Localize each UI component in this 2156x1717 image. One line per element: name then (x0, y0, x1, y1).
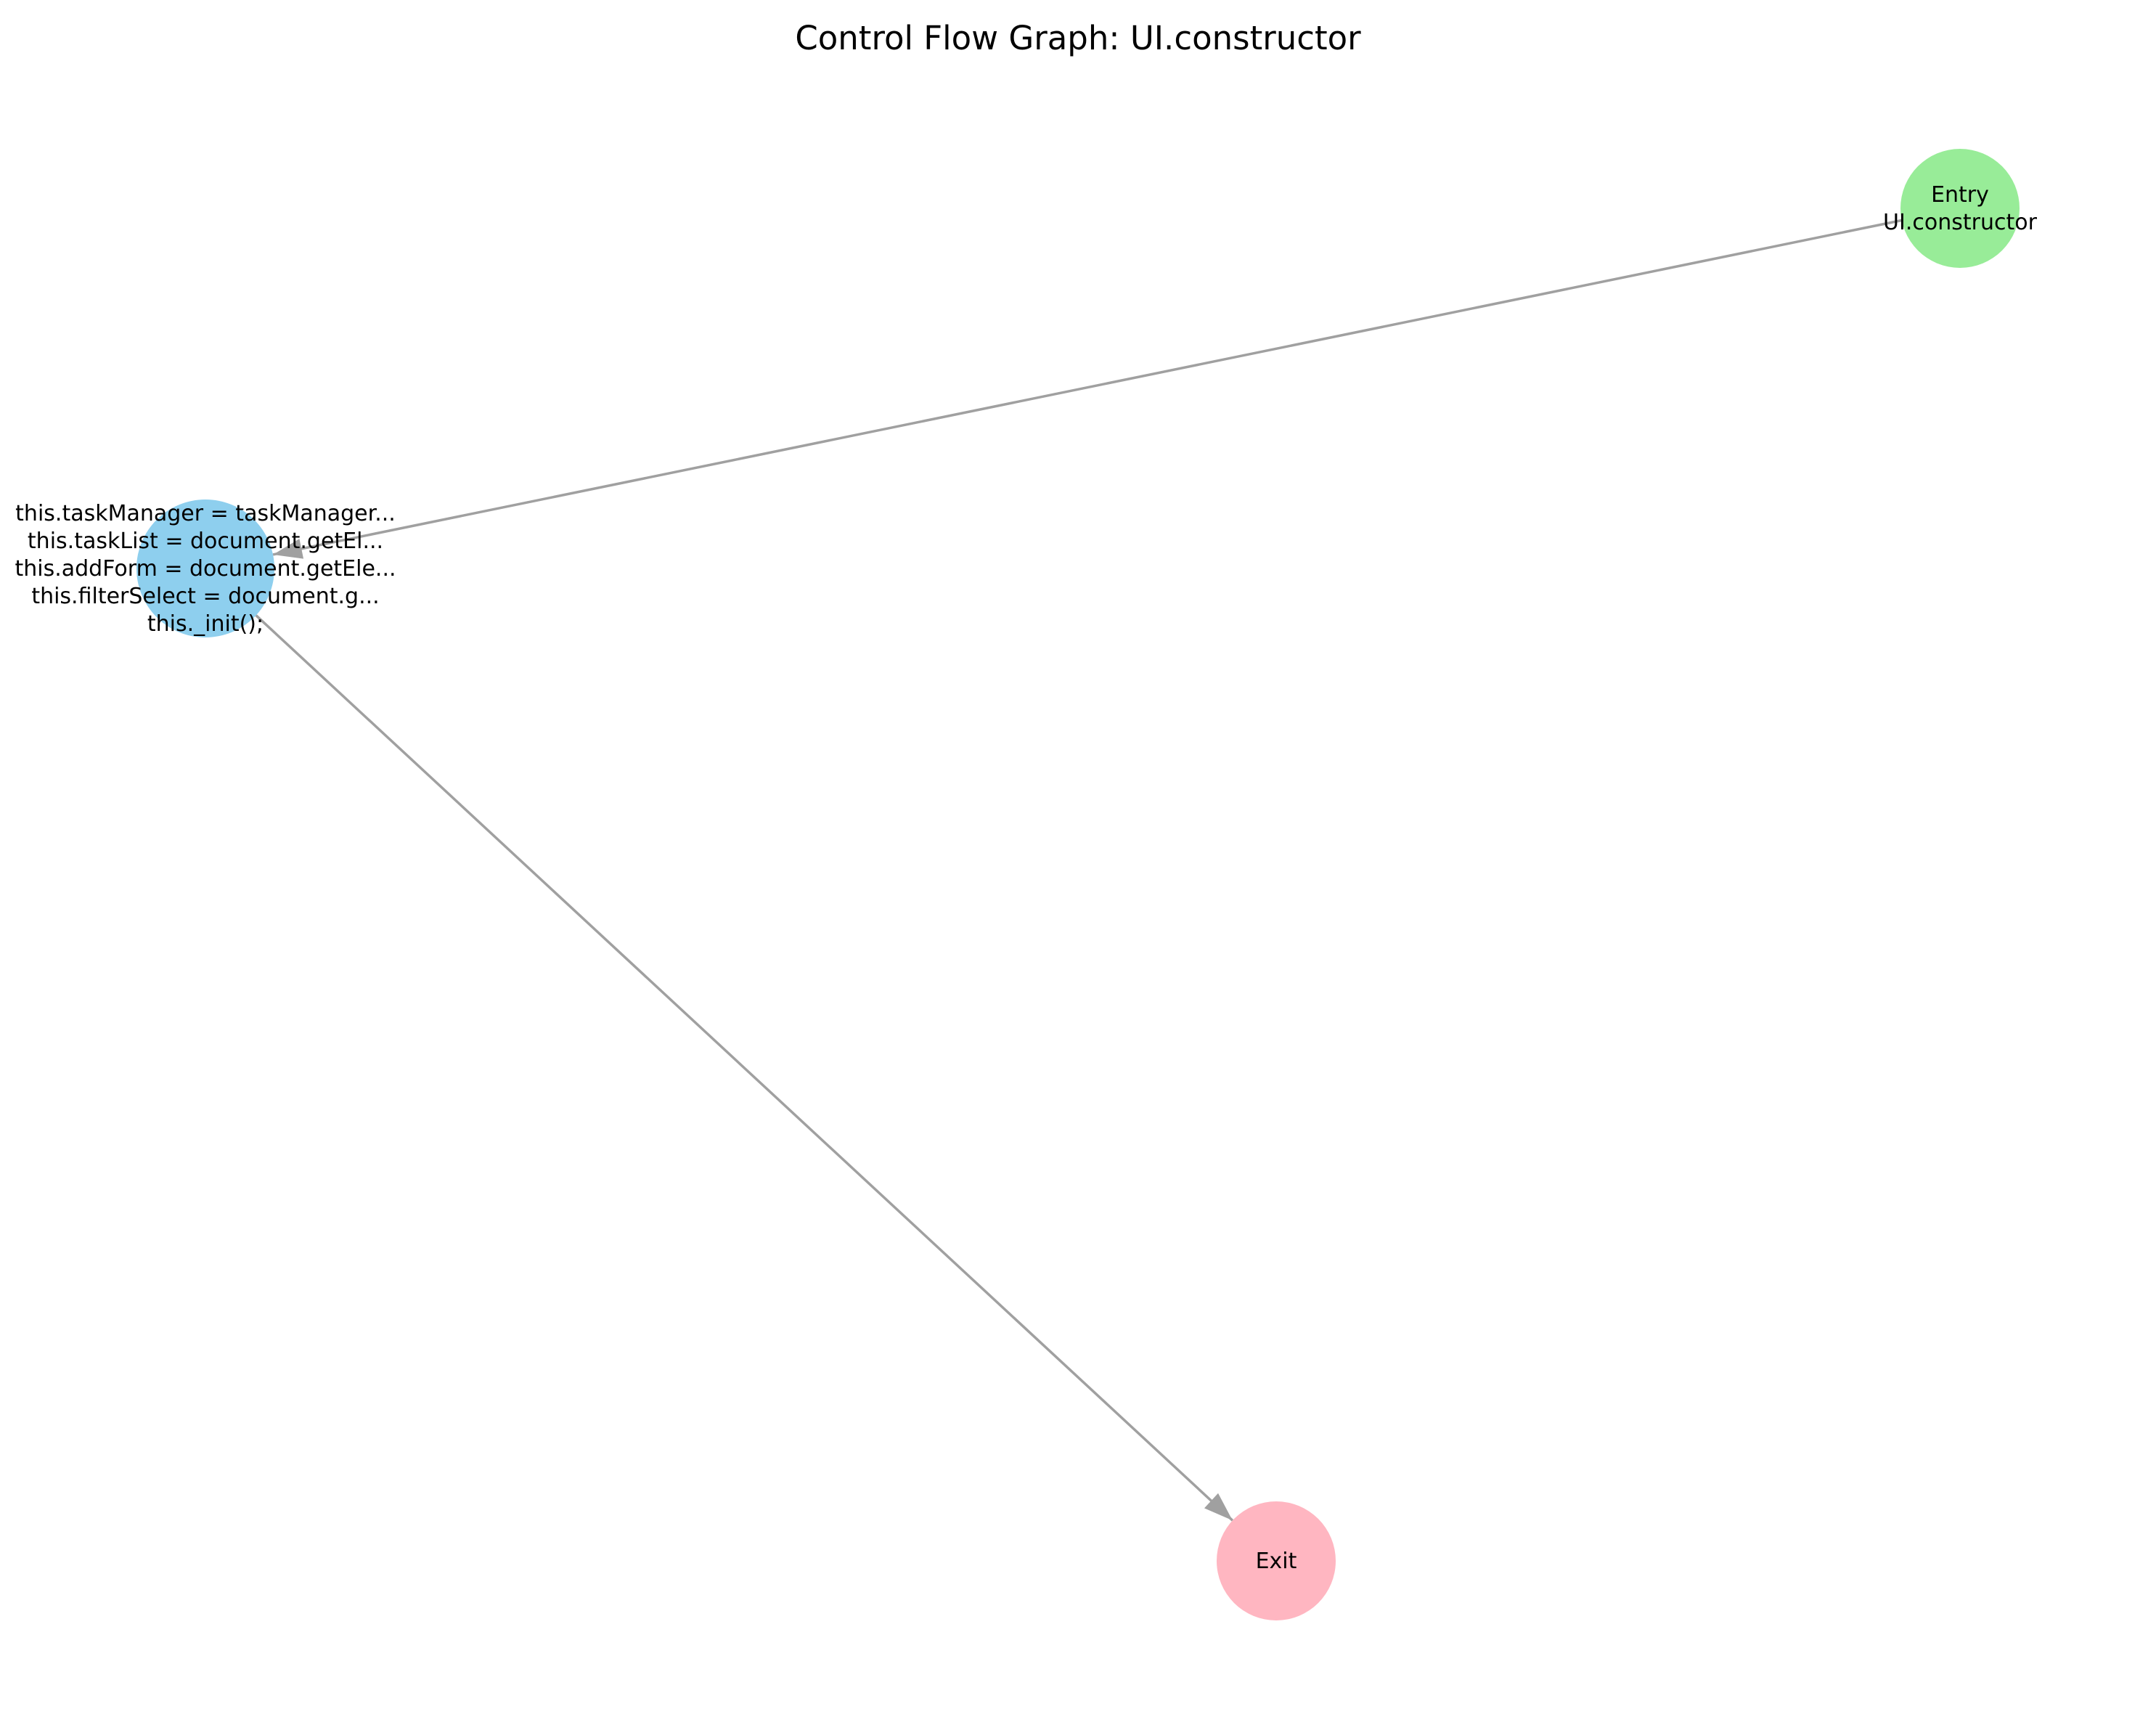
node-block-circle (136, 499, 274, 637)
edge-line (255, 614, 1234, 1522)
node-exit-label-line: Exit (1256, 1549, 1297, 1574)
edge-line (272, 219, 1903, 556)
node-block-label-line: this.addForm = document.getEle... (15, 556, 396, 582)
node-entry-label-line: Entry (1931, 182, 1989, 208)
edge-block-to-exit (255, 614, 1234, 1522)
node-block-label-line: this._init(); (147, 611, 264, 637)
node-entry-label-line: UI.constructor (1883, 210, 2038, 235)
node-entry-circle (1900, 149, 2020, 268)
node-exit-circle (1217, 1501, 1336, 1620)
edge-arrowhead (1204, 1493, 1233, 1521)
node-block: this.taskManager = taskManager... this.ta… (15, 499, 396, 637)
node-block-label-line: this.taskList = document.getEl... (28, 529, 383, 554)
node-block-label-line: this.filterSelect = document.g... (31, 584, 379, 609)
node-block-label-line: this.taskManager = taskManager... (15, 501, 396, 526)
diagram-title: Control Flow Graph: UI.constructor (795, 19, 1361, 57)
edge-arrowhead (273, 539, 304, 559)
edge-entry-to-block (272, 219, 1903, 559)
node-exit: Exit (1217, 1501, 1336, 1620)
edges-layer (255, 219, 1903, 1522)
